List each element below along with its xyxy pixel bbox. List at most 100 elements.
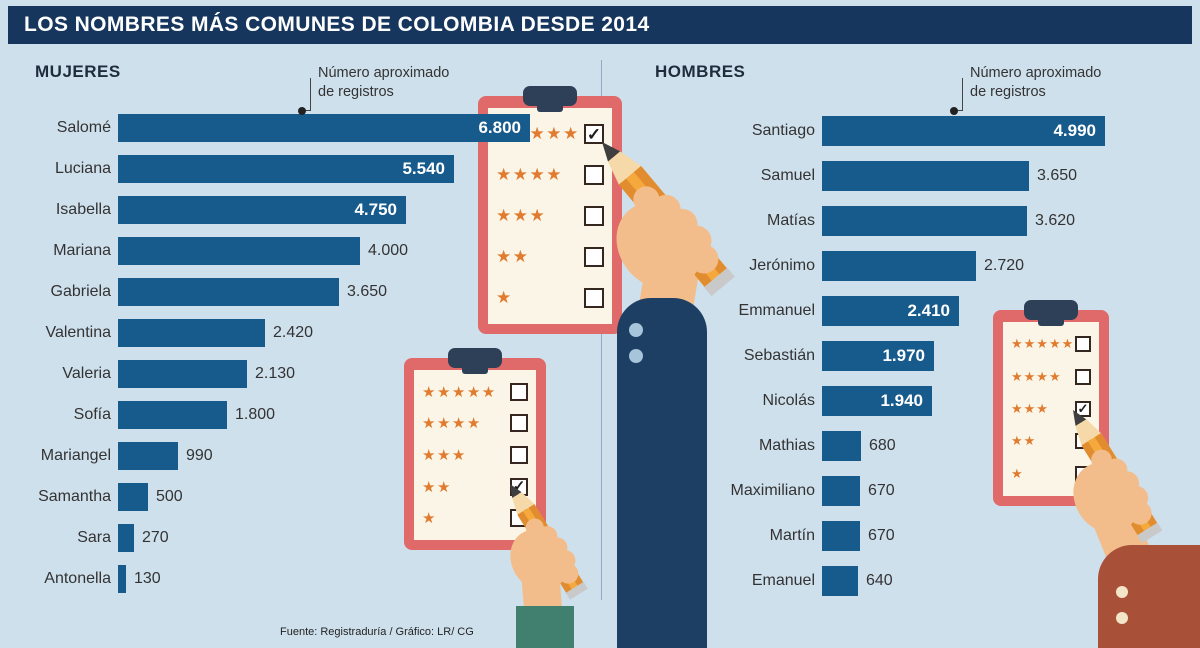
- category-label: Mariana: [53, 242, 111, 259]
- category-label: Salomé: [56, 119, 111, 136]
- source-credit: Fuente: Registraduría / Gráfico: LR/ CG: [280, 626, 474, 638]
- value-label: 3.650: [1037, 167, 1078, 184]
- category-label: Jerónimo: [749, 257, 815, 274]
- category-label: Nicolás: [762, 392, 815, 409]
- group-label-mujeres: MUJERES: [35, 62, 121, 81]
- annotation-dot: [298, 107, 306, 115]
- value-bar: [118, 483, 148, 511]
- value-label: 4.990: [1053, 121, 1096, 140]
- chart-mujeres: MUJERES Salomé 6.800 Luciana 5.540 Isabella 4…: [20, 62, 605, 593]
- checkbox-icon: [584, 287, 604, 308]
- bar-row: Samantha 500: [20, 483, 530, 511]
- value-label: 3.620: [1035, 212, 1076, 229]
- bar-row: Nicolás 1.940: [640, 386, 1105, 416]
- checkbox-icon: [584, 205, 604, 226]
- clipboard-clip-icon: [523, 86, 577, 106]
- value-bar: [822, 521, 860, 551]
- checkbox-icon: [510, 445, 528, 464]
- value-bar: [118, 319, 265, 347]
- bar-row: Santiago 4.990: [640, 116, 1105, 146]
- bar-row: Sara 270: [20, 524, 530, 552]
- value-label: 270: [142, 529, 169, 546]
- star-rating-icon: ★: [422, 510, 437, 528]
- group-label-hombres: HOMBRES: [655, 62, 746, 81]
- star-rating-icon: ★★★: [422, 446, 467, 464]
- page-title: LOS NOMBRES MÁS COMUNES DE COLOMBIA DESD…: [24, 13, 650, 36]
- value-bar: 5.540: [118, 155, 454, 183]
- value-label: 1.800: [235, 406, 276, 423]
- bar-row: Martín 670: [640, 521, 1105, 551]
- star-rating-icon: ★★★★★: [1011, 336, 1075, 352]
- star-rating-icon: ★★★★: [1011, 368, 1062, 384]
- value-bar: [118, 237, 360, 265]
- value-bar: [822, 476, 860, 506]
- value-label: 500: [156, 488, 183, 505]
- value-label: 2.420: [273, 324, 314, 341]
- value-label: 2.410: [907, 301, 950, 320]
- rating-row: ★★★★★: [1011, 336, 1091, 353]
- annotation-line: [302, 78, 311, 111]
- value-label: 4.750: [354, 200, 397, 219]
- category-label: Samantha: [38, 488, 111, 505]
- category-label: Gabriela: [50, 283, 111, 300]
- category-label: Isabella: [55, 201, 111, 218]
- star-rating-icon: ★★★★: [422, 415, 482, 433]
- value-label: 3.650: [347, 283, 388, 300]
- bar-row: Emmanuel 2.410: [640, 296, 1105, 326]
- value-label: 130: [134, 570, 161, 587]
- bar-row: Emanuel 640: [640, 566, 1105, 596]
- value-label: 5.540: [402, 159, 445, 178]
- category-label: Luciana: [54, 160, 111, 177]
- value-bar: [118, 360, 247, 388]
- chart-hombres: HOMBRES Santiago 4.990 Samuel 3.650 Matías 3.…: [640, 62, 1200, 596]
- annotation-text: Número aproximado de registros: [970, 65, 1102, 100]
- star-rating-icon: ★★★★: [496, 165, 563, 185]
- bar-rows-mujeres: Salomé 6.800 Luciana 5.540 Isabella 4.750 Mari…: [20, 114, 530, 606]
- value-bar: 4.990: [822, 116, 1105, 146]
- value-label: 1.940: [880, 391, 923, 410]
- annotation-line: [954, 78, 963, 111]
- bar-row: Matías 3.620: [640, 206, 1105, 236]
- checkbox-icon: [1075, 336, 1091, 353]
- star-rating-icon: ★: [496, 287, 513, 307]
- annotation-text: Número aproximado de registros: [318, 65, 450, 100]
- star-rating-icon: ★★★★★: [422, 383, 497, 401]
- bar-row: Mathias 680: [640, 431, 1105, 461]
- checkbox-checked-icon: ✓: [584, 124, 604, 145]
- value-label: 2.130: [255, 365, 296, 382]
- clipboard-clip-icon: [1024, 300, 1078, 320]
- category-label: Sofía: [73, 406, 111, 423]
- bar-row: Salomé 6.800: [20, 114, 530, 142]
- value-label: 670: [868, 527, 895, 544]
- bar-row: Jerónimo 2.720: [640, 251, 1105, 281]
- value-bar: [118, 565, 126, 593]
- value-label: 2.720: [984, 257, 1025, 274]
- rating-row: ★★★★: [422, 414, 528, 433]
- category-label: Mathias: [758, 437, 815, 454]
- value-bar: [118, 524, 134, 552]
- category-label: Martín: [769, 527, 815, 544]
- value-label: 680: [869, 437, 896, 454]
- bar-row: Maximiliano 670: [640, 476, 1105, 506]
- bar-row: Mariana 4.000: [20, 237, 530, 265]
- bar-row: Mariangel 990: [20, 442, 530, 470]
- value-bar: 2.410: [822, 296, 959, 326]
- star-rating-icon: ★★★: [496, 205, 547, 225]
- title-bar: LOS NOMBRES MÁS COMUNES DE COLOMBIA DESD…: [8, 6, 1192, 44]
- sleeve-rust: [1098, 545, 1200, 648]
- value-bar: [822, 566, 858, 596]
- checkbox-icon: [510, 414, 528, 433]
- checkbox-icon: [584, 246, 604, 267]
- checkbox-icon: [510, 382, 528, 401]
- annotation-mujeres: Número aproximado de registros: [318, 64, 449, 102]
- value-bar: [822, 161, 1029, 191]
- star-rating-icon: ★★: [496, 246, 530, 266]
- star-rating-icon: ★★: [422, 478, 452, 496]
- bar-row: Isabella 4.750: [20, 196, 530, 224]
- bar-row: Valentina 2.420: [20, 319, 530, 347]
- sleeve-button-icon: [1116, 586, 1128, 598]
- value-label: 670: [868, 482, 895, 499]
- clipboard-clip-icon: [448, 348, 502, 368]
- value-bar: 4.750: [118, 196, 406, 224]
